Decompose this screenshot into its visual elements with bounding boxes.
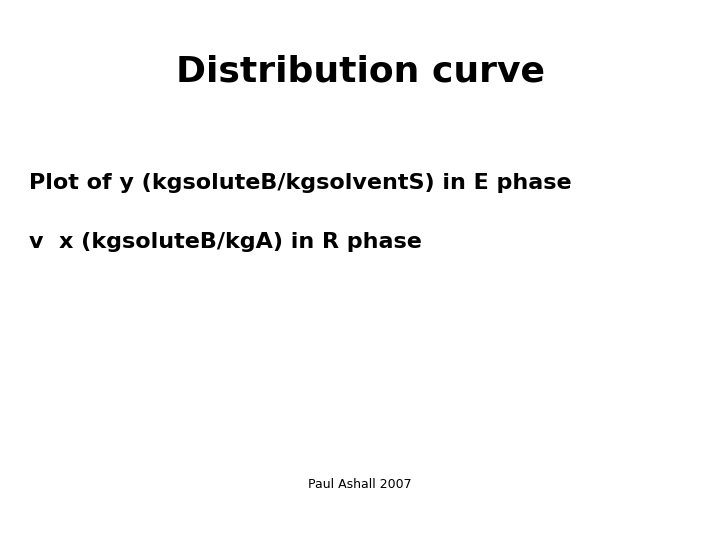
Text: Distribution curve: Distribution curve [176, 54, 544, 88]
Text: Plot of y (kgsoluteB/kgsolventS) in E phase: Plot of y (kgsoluteB/kgsolventS) in E ph… [29, 173, 572, 193]
Text: v  x (kgsoluteB/kgA) in R phase: v x (kgsoluteB/kgA) in R phase [29, 232, 422, 252]
Text: Paul Ashall 2007: Paul Ashall 2007 [308, 478, 412, 491]
